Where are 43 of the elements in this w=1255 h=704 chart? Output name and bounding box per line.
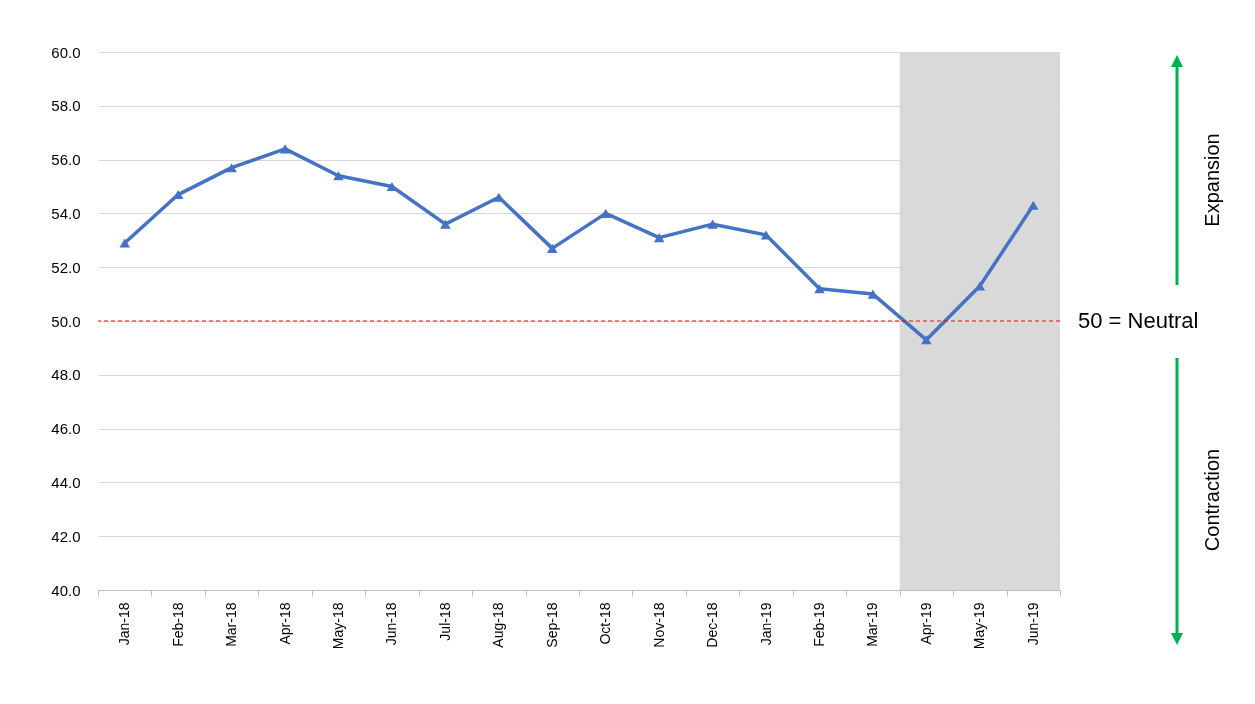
- point: [653, 233, 665, 243]
- x-tick-label: Jun-19: [1024, 602, 1041, 646]
- point: [440, 219, 451, 229]
- point: [547, 243, 558, 253]
- x-tick-label: Aug-18: [490, 602, 507, 648]
- x-tick-label: Jun-18: [383, 602, 400, 646]
- x-tick-label: Apr-19: [917, 602, 934, 645]
- x-tick-label: Jan-18: [116, 602, 133, 646]
- y-tick-label: 44.0: [51, 473, 81, 491]
- text: Contraction: [1200, 448, 1224, 552]
- point: [1028, 200, 1039, 210]
- text: Expansion: [1200, 133, 1224, 227]
- y-tick-label: 48.0: [51, 366, 81, 384]
- x-tick-label: Sep-18: [543, 602, 560, 648]
- y-tick-label: 42.0: [51, 527, 81, 545]
- y-tick-label: 46.0: [51, 420, 81, 438]
- x-tick-label: Dec-18: [704, 602, 721, 648]
- point: [707, 219, 718, 229]
- x-tick-label: Nov-18: [650, 602, 667, 648]
- point: [814, 284, 825, 294]
- x-tick-label: Mar-19: [864, 602, 881, 647]
- point: [921, 335, 932, 345]
- y-tick-label: 60.0: [51, 43, 81, 61]
- point: [333, 171, 344, 181]
- y-tick-label: 56.0: [51, 151, 81, 169]
- x-tick-label: Jul-18: [436, 602, 453, 641]
- x-tick-label: Mar-18: [223, 602, 240, 647]
- point: [279, 144, 291, 154]
- y-tick-label: 50.0: [51, 312, 81, 330]
- ref-line-label: 50 = Neutral: [1078, 308, 1199, 333]
- y-tick-label: 58.0: [51, 97, 81, 115]
- point: [119, 238, 130, 248]
- x-tick-label: Jan-19: [757, 602, 774, 646]
- x-tick-label: Feb-19: [811, 602, 827, 647]
- x-tick-label: Apr-18: [276, 602, 293, 645]
- x-tick-label: May-18: [330, 602, 346, 650]
- y-tick-label: 52.0: [51, 258, 81, 276]
- x-tick-label: Oct-18: [597, 602, 614, 645]
- point: [226, 163, 237, 173]
- x-tick-label: May-19: [971, 602, 988, 650]
- x-tick-label: Feb-18: [169, 602, 186, 647]
- y-tick-label: 40.0: [51, 581, 81, 599]
- y-tick-label: 54.0: [51, 204, 81, 222]
